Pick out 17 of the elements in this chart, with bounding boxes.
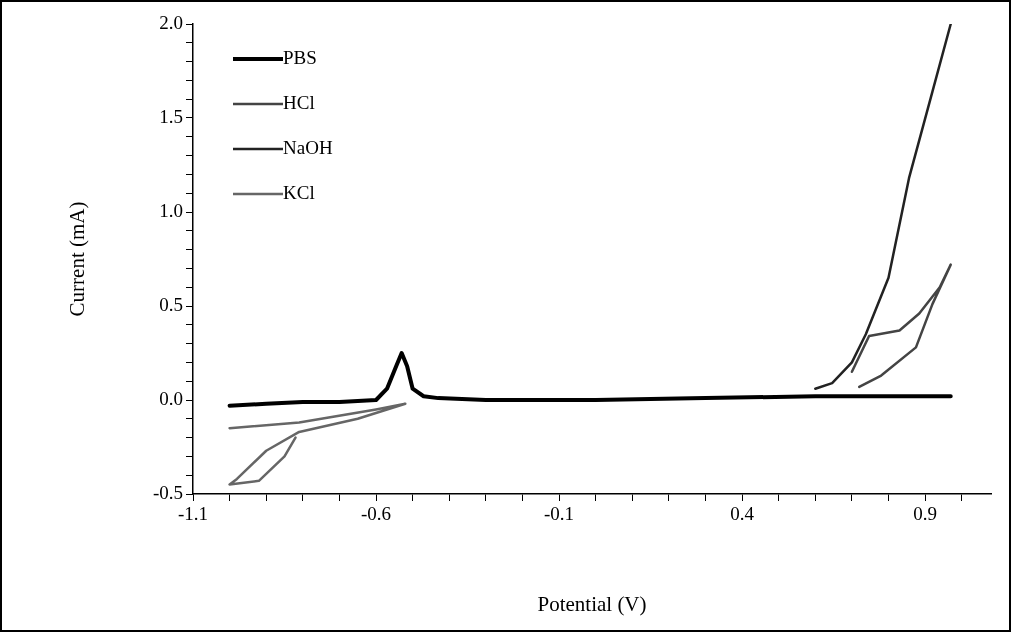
legend-label: HCl (283, 91, 315, 113)
y-tick-label: 0.5 (159, 293, 183, 315)
x-tick-label: -0.1 (544, 503, 575, 525)
legend-label: PBS (283, 46, 317, 68)
x-tick-label: -1.1 (177, 503, 209, 525)
x-tick-label: 0.9 (913, 503, 937, 525)
legend-label: KCl (283, 181, 315, 203)
y-tick-label: 0.0 (159, 387, 183, 409)
y-tick-label: 1.0 (159, 199, 183, 221)
y-tick-label: 2.0 (159, 11, 183, 33)
legend-label: NaOH (283, 136, 333, 158)
y-tick-label: 1.5 (159, 105, 183, 127)
y-axis-title: Current (mA) (65, 201, 90, 317)
y-tick-label: -0.5 (152, 481, 183, 503)
x-tick-label: -0.6 (360, 503, 392, 525)
x-axis-title: Potential (V) (537, 591, 647, 616)
x-tick-label: 0.4 (730, 503, 755, 525)
